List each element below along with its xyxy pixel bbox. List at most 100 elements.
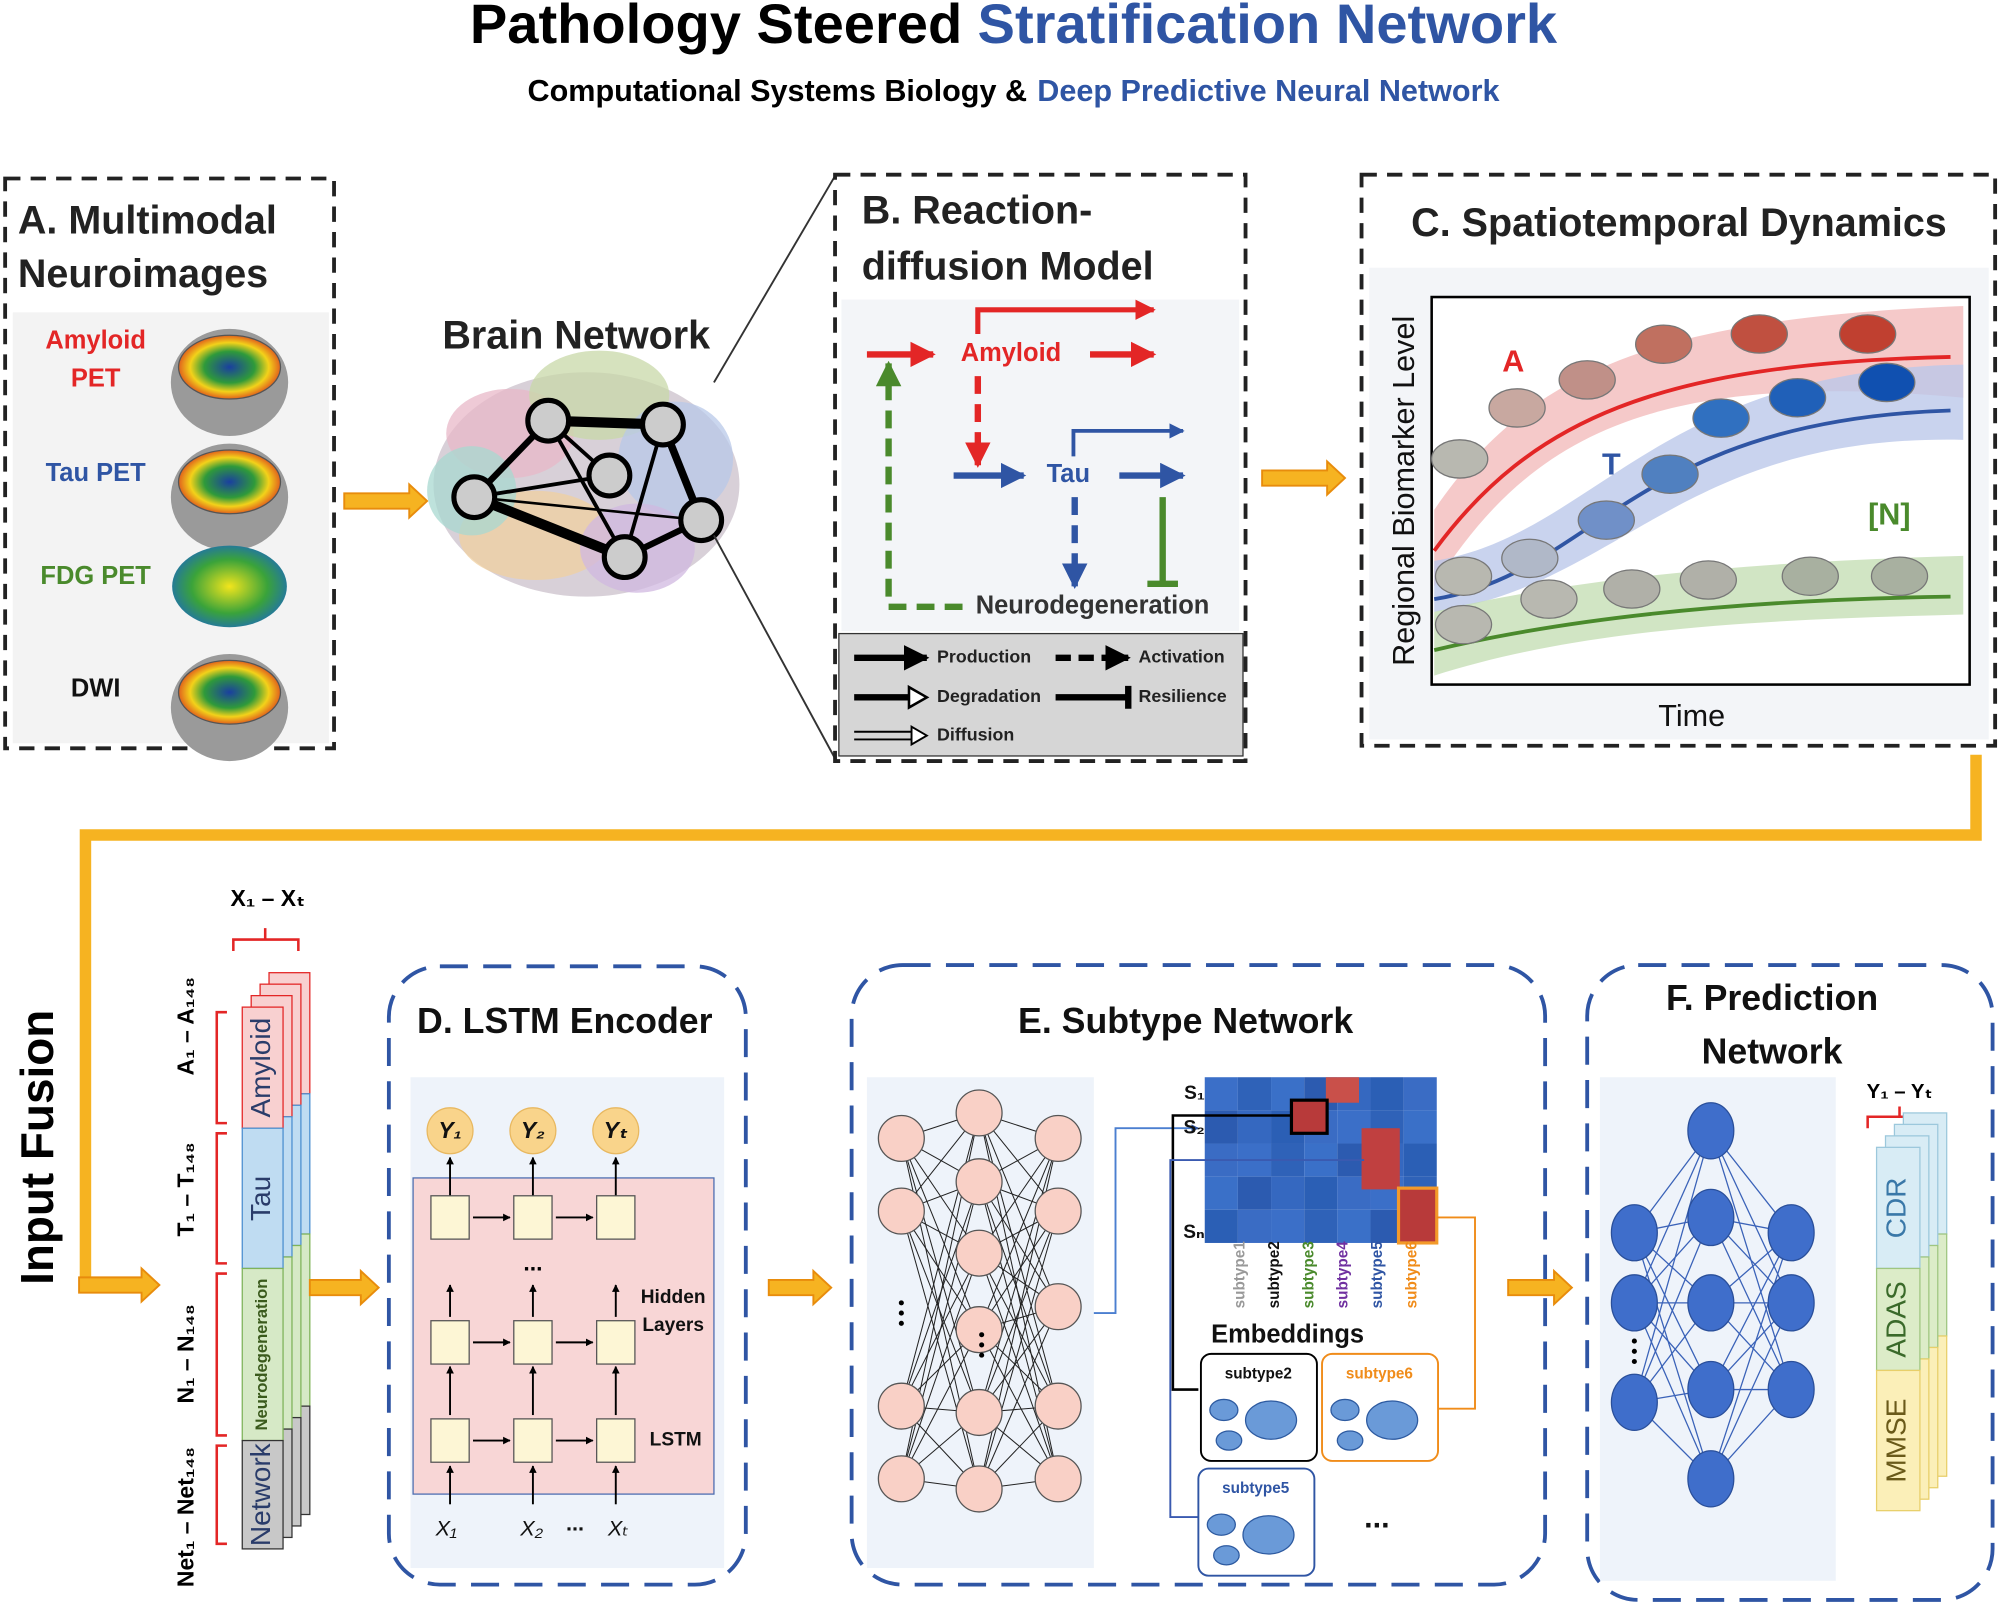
legend-symbol [910, 724, 929, 747]
bracket [215, 1444, 227, 1546]
network-edge [978, 1210, 1059, 1330]
subtitle-part: Computational Systems Biology & [528, 74, 1028, 108]
panel-title: D. LSTM Encoder [417, 1001, 713, 1041]
embedding-label: subtype5 [1222, 1480, 1290, 1497]
brain-thumbnail [1870, 556, 1929, 596]
node-label: Tau [1047, 460, 1090, 488]
network-node [955, 1465, 1003, 1513]
heatmap-cell [1271, 1209, 1305, 1243]
subtype-label: subtype3 [1300, 1241, 1317, 1308]
output-label: Y₁ [438, 1117, 461, 1143]
network-node [877, 1455, 925, 1503]
zoom-line [713, 175, 836, 383]
output-node [426, 1107, 474, 1155]
lstm-cell [513, 1320, 553, 1365]
brain-thumbnail [1838, 314, 1897, 354]
network-edge [1633, 1302, 1712, 1480]
network-edge [978, 1138, 1059, 1330]
network-node [1610, 1274, 1658, 1332]
input-label: X₁ [435, 1516, 457, 1541]
network-node [1767, 1274, 1815, 1332]
heatmap-cell-high [1325, 1077, 1359, 1103]
network-node [1034, 1455, 1082, 1503]
feature-layer [241, 1439, 284, 1550]
lstm-cell [513, 1418, 553, 1463]
ellipsis-dot [1631, 1348, 1637, 1354]
network-edge [978, 1181, 1059, 1407]
network-node [640, 401, 686, 448]
panel-title: C. Spatiotemporal Dynamics [1411, 201, 1947, 245]
feature-layer [241, 1127, 284, 1270]
fdg-brain [172, 545, 287, 628]
network-node [1687, 1360, 1735, 1419]
output-node [509, 1107, 557, 1155]
legend-label: Activation [1138, 647, 1224, 667]
heatmap-cell-high [1396, 1186, 1439, 1245]
lstm-cell [596, 1195, 636, 1240]
network-node [955, 1306, 1003, 1354]
brain-thumbnail [1692, 398, 1750, 438]
output-label: MMSE [1881, 1399, 1912, 1483]
brain-thumbnail [1858, 362, 1916, 403]
legend-label: Resilience [1138, 686, 1226, 706]
heatmap-cell [1237, 1077, 1272, 1111]
input-label: Xₜ [607, 1516, 629, 1541]
network-edge [472, 492, 627, 562]
section-label: Embeddings [1211, 1321, 1364, 1349]
network-edge [1633, 1217, 1712, 1403]
link [1169, 1159, 1365, 1518]
subtype-label: subtype4 [1335, 1241, 1352, 1309]
curve-label: T [1602, 448, 1621, 482]
legend-symbol [854, 730, 915, 741]
ellipsis: ... [523, 1250, 542, 1276]
link [1436, 1216, 1476, 1410]
network-node [877, 1114, 925, 1162]
panel-e [849, 963, 1548, 1587]
panel-title: Network [1702, 1032, 1843, 1072]
brain-thumbnail [1501, 538, 1559, 579]
flow-arrow [343, 482, 429, 520]
panel-title: B. Reaction- [862, 188, 1092, 232]
curve-t [1433, 408, 1951, 602]
zoom-line [713, 534, 836, 759]
network-node [877, 1187, 925, 1235]
network-edge [1633, 1130, 1712, 1403]
embedding-label: subtype2 [1225, 1365, 1292, 1382]
network-node [1034, 1114, 1082, 1162]
heatmap-cell [1403, 1110, 1437, 1144]
heatmap-cell [1304, 1176, 1338, 1210]
network-node [955, 1388, 1003, 1437]
brain-thumbnail [1434, 556, 1493, 596]
brain-icon [1330, 1398, 1360, 1422]
heatmap-cell [1204, 1209, 1238, 1243]
panel-c [1359, 172, 1998, 748]
heatmap-cell [1337, 1209, 1371, 1243]
panel-title: Neuroimages [18, 252, 268, 296]
network-node [1687, 1102, 1735, 1160]
feature-label: Neurodegeneration [252, 1279, 271, 1431]
modality-label: PET [71, 365, 121, 393]
legend-label: Degradation [937, 686, 1041, 706]
network-edge [546, 419, 627, 559]
brain-thumbnail [1488, 388, 1546, 428]
heatmap-cell-high [1361, 1128, 1400, 1190]
output-layer [1875, 1369, 1921, 1512]
head-scan-slice [177, 334, 282, 400]
band-t [1434, 364, 1964, 612]
brain-thumbnail [1603, 569, 1661, 609]
network-edge [978, 1210, 1059, 1490]
modality-label: Amyloid [45, 326, 146, 354]
curve-label: A [1502, 344, 1524, 378]
subtype-label: subtype5 [1369, 1241, 1386, 1309]
brain-thumbnail [1768, 377, 1827, 418]
range-label: A₁ – A₁₄₈ [173, 977, 199, 1075]
brain-thumbnail [1520, 579, 1578, 619]
network-edge [978, 1138, 1059, 1413]
bracket [215, 1010, 227, 1125]
row-label: Sₙ [1183, 1222, 1204, 1243]
brain-icon [1242, 1515, 1295, 1555]
panel-title: E. Subtype Network [1018, 1001, 1353, 1041]
legend-label: Production [937, 647, 1031, 667]
brain-icon [1244, 1400, 1298, 1440]
